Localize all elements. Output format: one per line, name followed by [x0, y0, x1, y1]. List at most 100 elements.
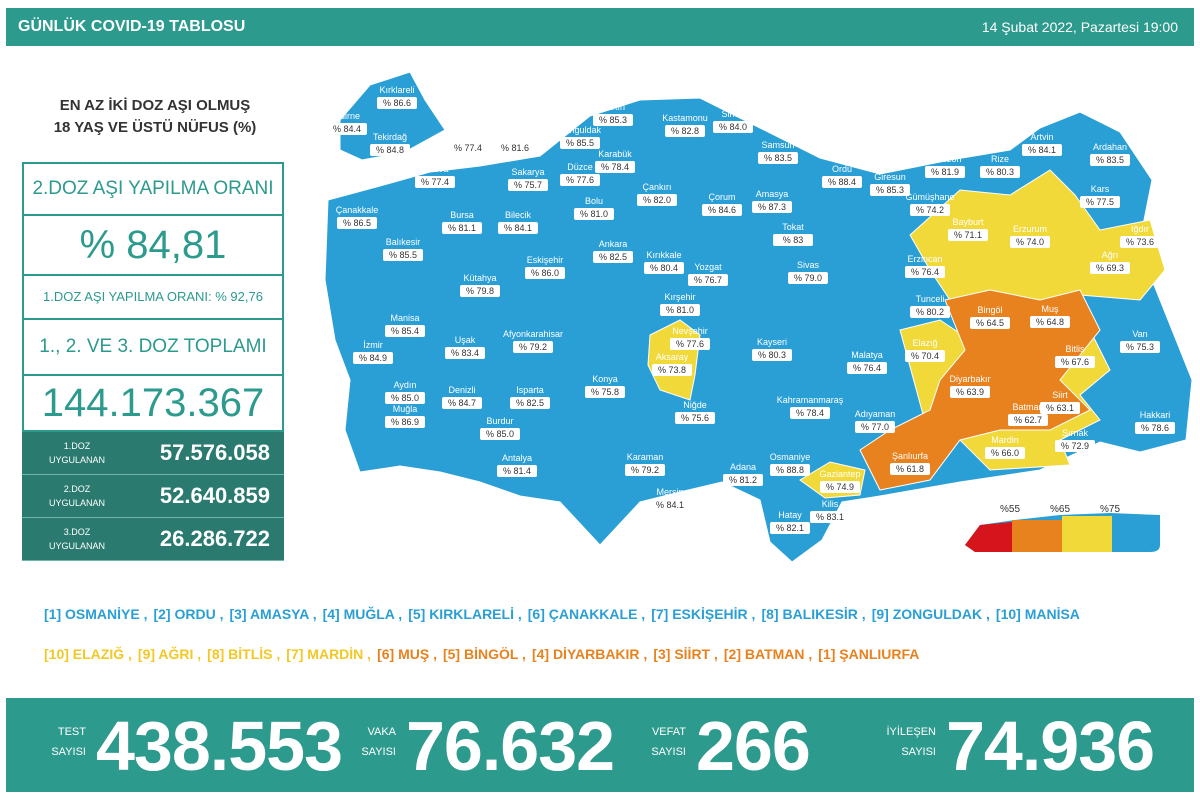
ranking-item: [6] ÇANAKKALE ,: [527, 606, 646, 622]
province-name: Tokat: [782, 222, 804, 232]
value-box: [905, 350, 945, 362]
province-name: Kırklareli: [379, 85, 414, 95]
province-value: % 80.3: [986, 167, 1014, 177]
value-box: [790, 407, 830, 419]
province-name: Kırşehir: [664, 292, 695, 302]
value-box: [652, 364, 692, 376]
value-box: [770, 522, 810, 534]
province-name: Edirne: [334, 111, 360, 121]
ranking-item: [7] MARDİN ,: [286, 646, 372, 662]
province-value: % 67.6: [1061, 357, 1089, 367]
province-value: % 82.8: [671, 126, 699, 136]
province-value: % 77.6: [676, 339, 704, 349]
province-name: Bursa: [450, 210, 474, 220]
province-name: Uşak: [455, 335, 476, 345]
province-value: % 76.4: [853, 363, 881, 373]
province-name: Çankırı: [642, 182, 671, 192]
dose-label-line: UYGULANAN: [48, 541, 105, 551]
ranking-item: [3] SİİRT ,: [653, 646, 718, 662]
province-name: Iğdır: [1131, 224, 1149, 234]
total-value: 144.173.367: [22, 376, 284, 432]
value-box: [1030, 316, 1070, 328]
value-box: [480, 428, 520, 440]
province-name: Bilecik: [505, 210, 532, 220]
value-box: [1040, 402, 1080, 414]
dose-label-line: 1.DOZ: [63, 441, 91, 451]
value-box: [970, 317, 1010, 329]
province-name: Siirt: [1052, 390, 1068, 400]
province-value: % 84.1: [1028, 145, 1056, 155]
dose-label-line: 3.DOZ: [63, 527, 91, 537]
province-name: Bartın: [601, 102, 625, 112]
province-name: Artvin: [1030, 132, 1053, 142]
value-box: [625, 464, 665, 476]
province-value: % 74.9: [826, 482, 854, 492]
province-value: % 79.8: [466, 286, 494, 296]
province-name: Malatya: [851, 350, 883, 360]
province-name: Tunceli: [916, 294, 945, 304]
province-value: % 76.4: [911, 267, 939, 277]
province-value: % 73.6: [1126, 237, 1154, 247]
province-value: % 83: [783, 235, 804, 245]
province-value: % 78.6: [1141, 423, 1169, 433]
legend-label: %65: [1050, 504, 1070, 515]
value-box: [383, 249, 423, 261]
value-box: [1135, 422, 1175, 434]
province-value: % 74.0: [1016, 237, 1044, 247]
province-name: Kırıkkale: [646, 250, 681, 260]
province-name: Bingöl: [977, 305, 1002, 315]
dose-row: 1.DOZ UYGULANAN 57.576.058: [22, 432, 284, 475]
province-value: % 77.5: [1086, 197, 1114, 207]
value-box: [385, 325, 425, 337]
province-name: Mardin: [991, 435, 1019, 445]
province-name: Ordu: [832, 164, 852, 174]
province-value: % 81.0: [580, 209, 608, 219]
province-value: % 80.4: [650, 263, 678, 273]
province-name: Ankara: [599, 239, 628, 249]
value-box: [442, 222, 482, 234]
value-box: [660, 304, 700, 316]
stat-label-line: VEFAT: [651, 726, 686, 738]
ranking-item: [6] MUŞ ,: [377, 646, 437, 662]
province-name: Bolu: [585, 196, 603, 206]
value-box: [510, 397, 550, 409]
value-box: [905, 266, 945, 278]
province-value: % 61.8: [896, 464, 924, 474]
dose2-label: 2.DOZ AŞI YAPILMA ORANI: [22, 162, 284, 216]
province-value: % 81.4: [503, 466, 531, 476]
province-name: Niğde: [683, 400, 707, 410]
province-value: % 84.1: [504, 223, 532, 233]
stat-label-line: SAYISI: [651, 746, 686, 758]
value-box: [495, 142, 535, 154]
dose-label: 2.DOZ UYGULANAN: [22, 482, 132, 510]
province-name: Sinop: [721, 109, 744, 119]
province-name: Adıyaman: [855, 409, 896, 419]
ranking-item: [9] AĞRI ,: [137, 646, 202, 662]
value-box: [810, 511, 850, 523]
province-value: % 82.5: [516, 398, 544, 408]
province-value: % 74.2: [916, 205, 944, 215]
province-value: % 77.6: [566, 175, 594, 185]
province-value: % 81.0: [666, 305, 694, 315]
value-box: [665, 125, 705, 137]
province-value: % 81.1: [448, 223, 476, 233]
province-value: % 84.1: [656, 500, 684, 510]
province-value: % 86.9: [391, 417, 419, 427]
province-value: % 82.5: [599, 252, 627, 262]
legend-swatch: [1012, 520, 1062, 552]
value-box: [1055, 356, 1095, 368]
province-value: % 84.7: [448, 398, 476, 408]
value-box: [773, 234, 813, 246]
province-value: % 85.4: [391, 326, 419, 336]
province-value: % 78.4: [796, 408, 824, 418]
province-name: Sakarya: [511, 167, 544, 177]
province-name: Karaman: [627, 452, 664, 462]
dose-row: 2.DOZ UYGULANAN 52.640.859: [22, 475, 284, 518]
value-box: [442, 397, 482, 409]
province-value: % 66.0: [991, 448, 1019, 458]
dose2-rate: % 84,81: [22, 216, 284, 276]
province-value: % 69.3: [1096, 263, 1124, 273]
province-value: % 75.8: [591, 387, 619, 397]
province-name: Antalya: [502, 453, 532, 463]
province-value: % 75.6: [681, 413, 709, 423]
